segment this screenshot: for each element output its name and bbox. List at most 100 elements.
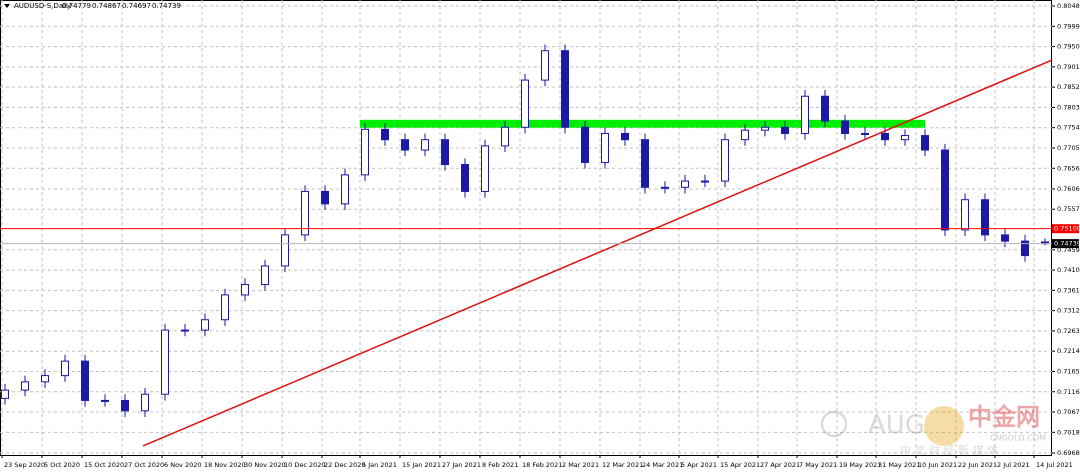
candle-body bbox=[281, 234, 289, 267]
x-tick-label: 24 Mar 2021 bbox=[642, 461, 683, 469]
candle-body bbox=[501, 126, 509, 147]
x-tick-label: 2 Jul 2021 bbox=[997, 461, 1030, 469]
price-label: 0.75100 bbox=[1054, 225, 1080, 233]
x-tick-label: 22 Jun 2021 bbox=[958, 461, 997, 469]
x-tick-label: 12 Mar 2021 bbox=[602, 461, 643, 469]
y-tick-label: 0.69680 bbox=[1057, 449, 1080, 457]
candle-body bbox=[221, 294, 229, 321]
x-tick-label: 19 May 2021 bbox=[839, 461, 881, 469]
x-tick-label: 18 Feb 2021 bbox=[522, 461, 562, 469]
candle-body bbox=[381, 128, 389, 141]
zone bbox=[360, 119, 925, 128]
candle-body bbox=[261, 265, 269, 286]
candle-body bbox=[581, 126, 589, 163]
watermark-icon bbox=[821, 411, 847, 437]
x-tick-label: 2 Mar 2021 bbox=[562, 461, 599, 469]
x-tick-label: 31 May 2021 bbox=[878, 461, 920, 469]
candle-body bbox=[1001, 234, 1009, 242]
candle-body bbox=[441, 139, 449, 166]
x-tick-label: 14 Jul 2021 bbox=[1036, 461, 1073, 469]
watermark: AUG 中金网 CNGOLD.COM 中 文 财 经 新 媒 体 bbox=[821, 403, 1046, 457]
candle-body bbox=[241, 284, 249, 296]
x-tick-label: 18 Nov 2020 bbox=[204, 461, 246, 469]
candle-body bbox=[21, 381, 29, 391]
candle-body bbox=[321, 190, 329, 205]
candle-body bbox=[761, 126, 769, 131]
candle-body bbox=[541, 50, 549, 81]
watermark-logo bbox=[924, 406, 964, 446]
watermark-brand: AUG bbox=[868, 411, 925, 441]
candle-body bbox=[901, 135, 909, 141]
candle-body bbox=[341, 174, 349, 205]
candle-body bbox=[421, 139, 429, 151]
candle-body bbox=[81, 360, 89, 401]
x-tick-label: 23 Sep 2020 bbox=[4, 461, 45, 469]
candle-body bbox=[121, 399, 129, 412]
candle-body bbox=[741, 129, 749, 141]
candle-body bbox=[721, 139, 729, 182]
candle-body bbox=[301, 190, 309, 236]
price-label-bg bbox=[1052, 239, 1079, 249]
candle-body bbox=[461, 164, 469, 192]
candle-body bbox=[821, 95, 829, 122]
candle-body bbox=[801, 95, 809, 134]
menu-arrow bbox=[4, 4, 10, 8]
marks bbox=[0, 44, 1053, 447]
price-label: 0.74739 bbox=[1054, 240, 1080, 248]
plot-frame bbox=[0, 0, 1052, 456]
candle-body bbox=[941, 149, 949, 231]
candle-body bbox=[521, 79, 529, 128]
x-tick-label: 8 Feb 2021 bbox=[482, 461, 518, 469]
candle-body bbox=[201, 319, 209, 331]
price-label-bg bbox=[1052, 224, 1079, 234]
x-tick-label: 27 Oct 2020 bbox=[124, 461, 164, 469]
x-tick-label: 15 Apr 2021 bbox=[720, 461, 760, 469]
candle-body bbox=[601, 132, 609, 163]
x-tick-label: 5 Jan 2021 bbox=[362, 461, 397, 469]
x-tick-label: 15 Jan 2021 bbox=[402, 461, 441, 469]
candle-body bbox=[781, 126, 789, 134]
x-tick-label: 22 Dec 2020 bbox=[324, 461, 366, 469]
candle-body bbox=[181, 329, 189, 332]
watermark-site: CNGOLD.COM bbox=[990, 434, 1046, 443]
candle-body bbox=[701, 180, 709, 183]
header-open: 0.74779 bbox=[62, 2, 91, 10]
x-tick-label: 15 Oct 2020 bbox=[84, 461, 124, 469]
candle-body bbox=[961, 199, 969, 231]
candle-body bbox=[641, 139, 649, 188]
candle-body bbox=[41, 375, 49, 383]
watermark-logo-text: 中金网 bbox=[968, 403, 1040, 431]
x-tick-label: 27 Jan 2021 bbox=[442, 461, 481, 469]
candle-body bbox=[561, 50, 569, 128]
candle-body bbox=[1021, 240, 1029, 257]
x-tick-label: 6 Nov 2020 bbox=[164, 461, 202, 469]
candle-body bbox=[61, 360, 69, 377]
x-tick-label: 5 Oct 2020 bbox=[44, 461, 80, 469]
candle-body bbox=[661, 186, 669, 189]
candle-body bbox=[881, 132, 889, 141]
header-close: 0.74739 bbox=[152, 2, 181, 10]
chart-title: AUDUSD-S,Daily bbox=[14, 2, 71, 10]
candle-body bbox=[1, 389, 9, 399]
watermark-slogan: 中 文 财 经 新 媒 体 bbox=[900, 443, 998, 457]
